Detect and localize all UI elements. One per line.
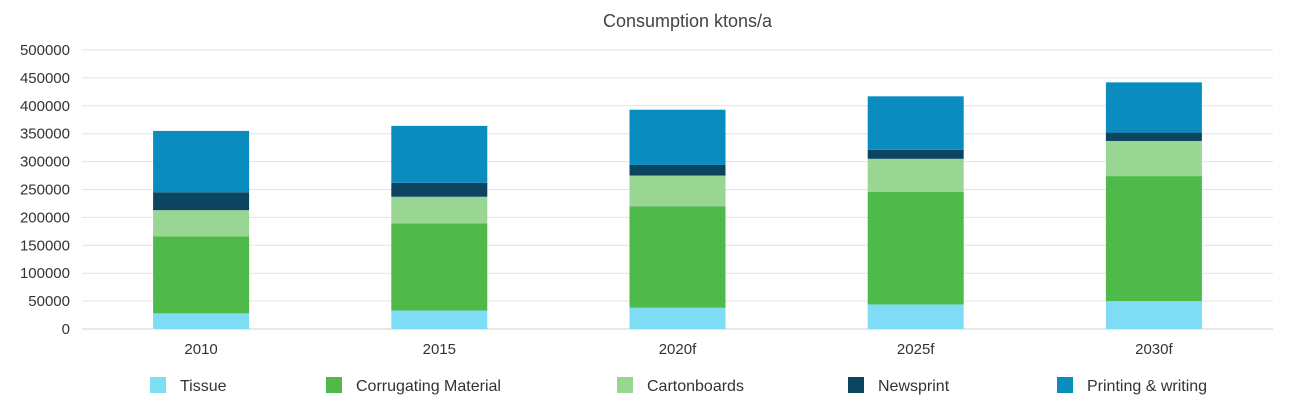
bar-segment — [629, 175, 726, 207]
legend-swatch — [1057, 377, 1073, 393]
y-tick-label: 400000 — [20, 98, 70, 115]
legend: Tissue Corrugating Material Cartonboards Ne… — [150, 377, 1207, 395]
bar-segment — [1105, 176, 1202, 302]
bar-segment — [867, 158, 964, 192]
legend-swatch — [326, 377, 342, 393]
y-tick-label: 0 — [62, 321, 70, 338]
bar-segment — [867, 304, 964, 329]
bar-segment — [153, 313, 250, 329]
legend-swatch — [617, 377, 633, 393]
bar-segment — [391, 125, 488, 183]
y-tick-label: 450000 — [20, 70, 70, 87]
y-tick-label: 100000 — [20, 265, 70, 282]
legend-swatch — [150, 377, 166, 393]
y-tick-label: 500000 — [20, 42, 70, 59]
y-tick-label: 250000 — [20, 182, 70, 199]
y-tick-label: 350000 — [20, 126, 70, 143]
bar-segment — [867, 149, 964, 159]
bar-segment — [153, 236, 250, 314]
x-tick-label: 2025f — [897, 341, 935, 358]
y-axis-ticks: 0 50000 100000 150000 200000 250000 300000 3500… — [20, 42, 70, 338]
bar-segment — [867, 191, 964, 305]
bar-segment — [1105, 301, 1202, 329]
bar-segment — [867, 96, 964, 150]
chart-title: Consumption ktons/a — [603, 11, 773, 31]
y-tick-label: 300000 — [20, 154, 70, 171]
x-tick-label: 2020f — [659, 341, 697, 358]
x-axis-ticks: 2010 2015 2020f 2025f 2030f — [184, 341, 1173, 358]
bar-segment — [1105, 140, 1202, 177]
x-tick-label: 2015 — [423, 341, 456, 358]
x-tick-label: 2030f — [1135, 341, 1173, 358]
bar-segment — [391, 310, 488, 329]
y-tick-label: 200000 — [20, 209, 70, 226]
legend-entry: Corrugating Material — [356, 378, 501, 395]
legend-entry: Newsprint — [878, 378, 950, 395]
bar-segment — [629, 307, 726, 329]
bar-segment — [391, 182, 488, 197]
legend-swatch — [848, 377, 864, 393]
bar-segment — [1105, 82, 1202, 133]
bar-segment — [1105, 132, 1202, 141]
bar-segment — [153, 210, 250, 237]
legend-entry: Cartonboards — [647, 378, 744, 395]
legend-entry: Printing & writing — [1087, 378, 1207, 395]
x-tick-label: 2010 — [184, 341, 217, 358]
bar-segment — [629, 206, 726, 308]
bar-segment — [391, 196, 488, 224]
bar-segment — [153, 130, 250, 193]
legend-entry: Tissue — [180, 378, 227, 395]
bars — [153, 82, 1202, 329]
y-tick-label: 50000 — [28, 293, 70, 310]
bar-segment — [153, 192, 250, 211]
bar-segment — [391, 223, 488, 311]
bar-segment — [629, 164, 726, 176]
y-tick-label: 150000 — [20, 237, 70, 254]
bar-segment — [629, 109, 726, 165]
